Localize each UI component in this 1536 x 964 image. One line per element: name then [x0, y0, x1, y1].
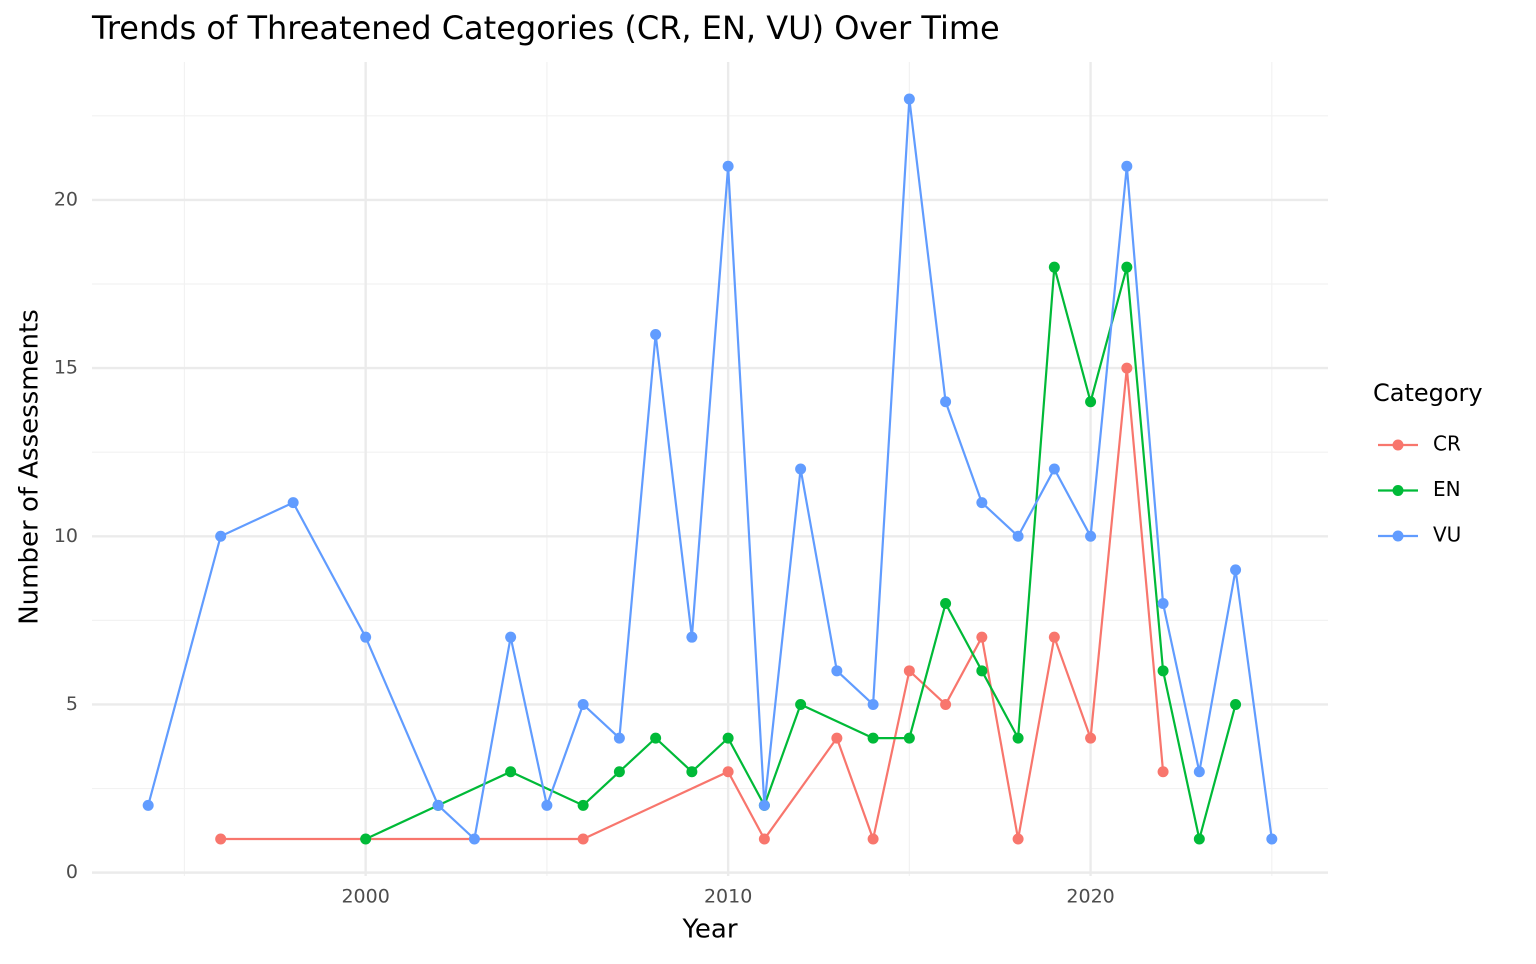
data-point — [1157, 766, 1169, 778]
y-tick-label: 0 — [66, 861, 78, 883]
data-point — [795, 463, 807, 475]
data-point — [831, 732, 843, 744]
data-point — [903, 732, 915, 744]
data-point — [432, 799, 444, 811]
data-point — [867, 732, 879, 744]
data-point — [940, 598, 952, 610]
data-point — [541, 799, 553, 811]
data-point — [722, 732, 734, 744]
legend-marker — [1392, 439, 1404, 451]
y-tick-label: 20 — [54, 188, 78, 210]
data-point — [1048, 631, 1060, 643]
data-point — [976, 497, 988, 509]
series-line — [220, 367, 1165, 843]
data-point — [940, 698, 952, 710]
data-point — [1085, 396, 1097, 408]
data-point — [831, 665, 843, 677]
y-tick-label: 10 — [54, 525, 78, 547]
data-point — [1193, 833, 1205, 845]
data-point — [686, 631, 698, 643]
chart-title: Trends of Threatened Categories (CR, EN,… — [91, 9, 1000, 47]
data-point — [686, 766, 698, 778]
x-axis-label: Year — [681, 915, 737, 945]
data-point — [1266, 833, 1278, 845]
legend-title: Category — [1373, 379, 1483, 407]
data-point — [1085, 530, 1097, 542]
data-point — [360, 833, 372, 845]
data-point — [795, 698, 807, 710]
y-axis-label: Number of Assessments — [15, 309, 45, 625]
data-point — [287, 497, 299, 509]
legend-label: VU — [1433, 523, 1461, 547]
data-point — [1121, 160, 1133, 172]
data-point — [1048, 261, 1060, 273]
data-point — [867, 833, 879, 845]
data-point — [722, 766, 734, 778]
legend-label: CR — [1433, 432, 1461, 456]
data-point — [613, 732, 625, 744]
data-point — [1012, 732, 1024, 744]
x-tick-label: 2000 — [341, 886, 389, 908]
data-point — [758, 833, 770, 845]
data-point — [1012, 833, 1024, 845]
legend-label: EN — [1433, 477, 1461, 501]
data-point — [976, 665, 988, 677]
data-point — [1085, 732, 1097, 744]
data-point — [613, 766, 625, 778]
data-point — [1157, 598, 1169, 610]
data-point — [722, 160, 734, 172]
data-point — [650, 328, 662, 340]
y-tick-label: 5 — [66, 693, 78, 715]
data-point — [360, 631, 372, 643]
data-point — [650, 732, 662, 744]
series-line — [147, 98, 1273, 842]
data-point — [215, 530, 227, 542]
data-point — [505, 631, 517, 643]
data-point — [867, 698, 879, 710]
data-point — [1230, 698, 1242, 710]
data-point — [468, 833, 480, 845]
data-point — [505, 766, 517, 778]
data-point — [1157, 665, 1169, 677]
data-point — [940, 396, 952, 408]
data-point — [215, 833, 227, 845]
data-point — [1193, 766, 1205, 778]
data-point — [1121, 261, 1133, 273]
data-point — [577, 833, 589, 845]
data-point — [976, 631, 988, 643]
y-tick-label: 15 — [54, 357, 78, 379]
data-point — [758, 799, 770, 811]
data-point — [1048, 463, 1060, 475]
legend-marker — [1392, 485, 1404, 496]
data-point — [903, 665, 915, 677]
data-point — [903, 93, 915, 105]
series-line — [365, 266, 1237, 840]
data-point — [1230, 564, 1242, 576]
data-point — [1012, 530, 1024, 542]
data-point — [577, 799, 589, 811]
data-point — [1121, 362, 1133, 374]
legend-marker — [1392, 530, 1404, 542]
x-tick-label: 2010 — [704, 886, 752, 908]
data-point — [142, 799, 154, 811]
data-point — [577, 698, 589, 710]
x-tick-label: 2020 — [1066, 886, 1114, 908]
